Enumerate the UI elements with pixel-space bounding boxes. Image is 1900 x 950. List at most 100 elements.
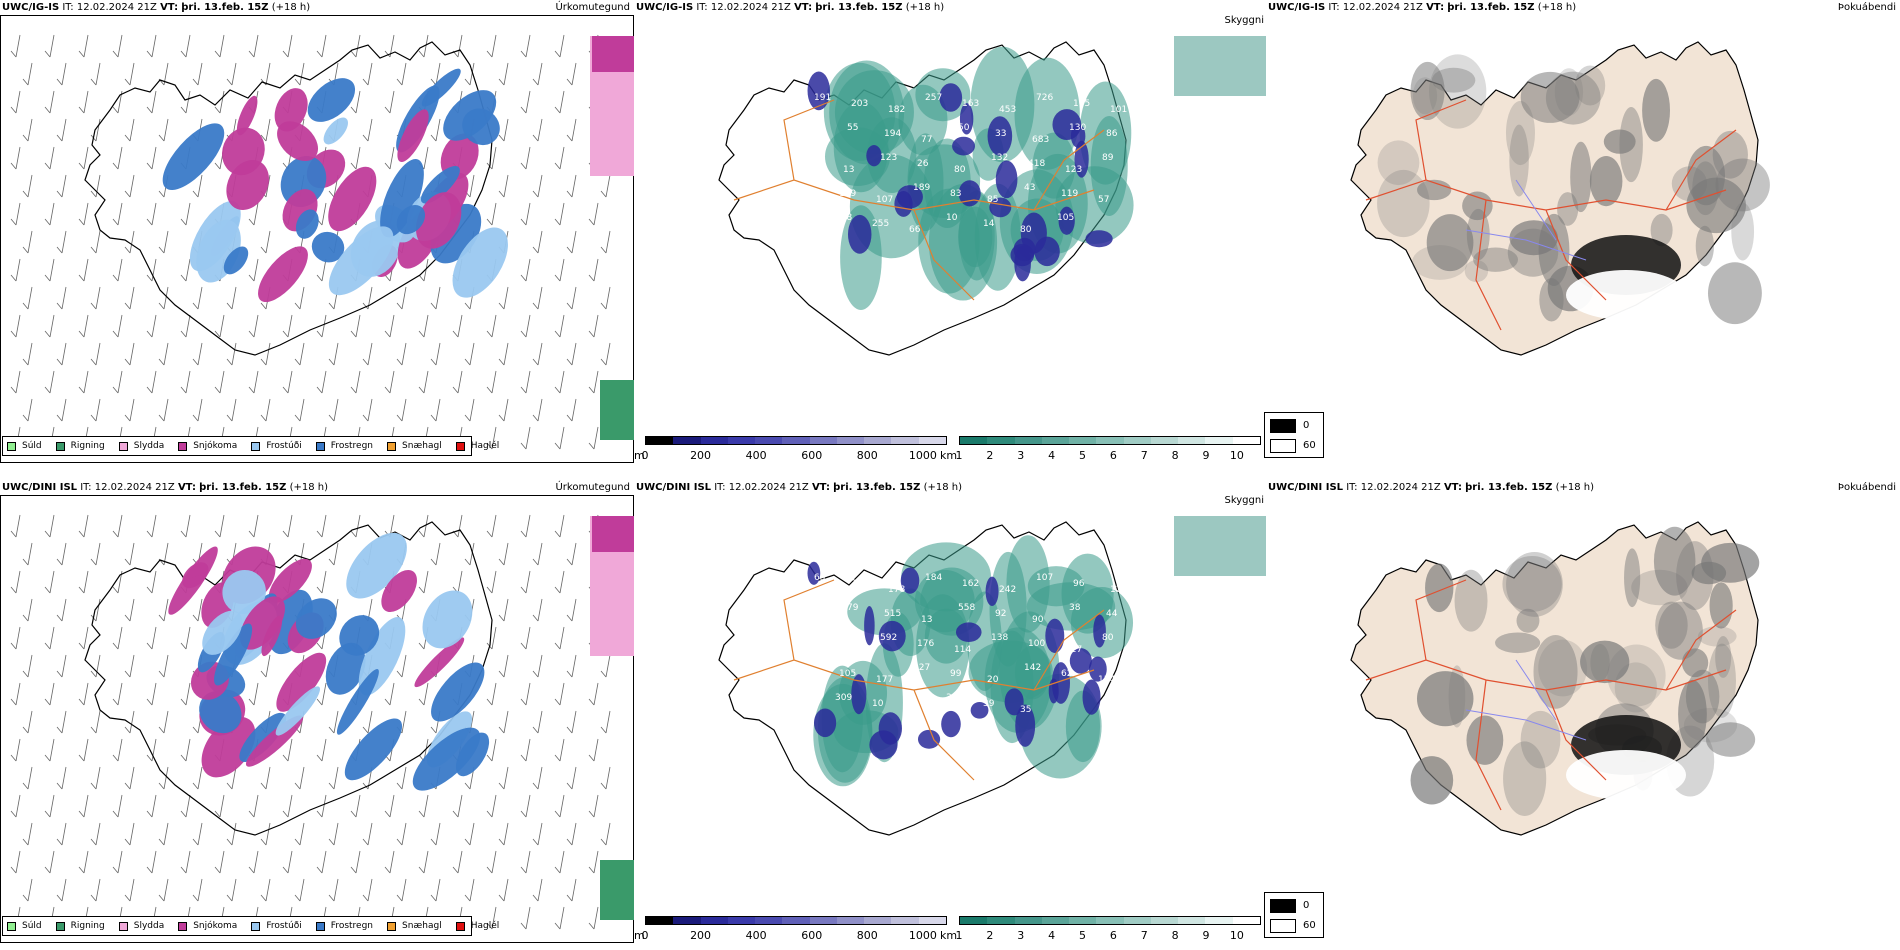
legend-swatch bbox=[55, 441, 65, 451]
legend-item-4: Frostúði bbox=[251, 441, 302, 451]
cloud-base-value: 191 bbox=[814, 93, 831, 103]
lead-time: (+18 h) bbox=[289, 482, 329, 493]
colorbar-segment bbox=[782, 437, 810, 444]
cloud-base-colorbar bbox=[645, 916, 947, 925]
fog-low-label: 60 bbox=[1303, 920, 1316, 931]
legend-label: Snjókoma bbox=[193, 441, 238, 451]
legend-item-3: Snjókoma bbox=[178, 921, 237, 931]
cloud-base-value: 127 bbox=[913, 663, 930, 673]
it-value: 12.02.2024 21Z bbox=[1360, 482, 1441, 493]
legend-item-5: Frostregn bbox=[315, 441, 373, 451]
legend-swatch bbox=[55, 921, 65, 931]
it-label: IT: bbox=[80, 482, 92, 493]
colorbar-segment bbox=[1096, 437, 1124, 444]
legend-label: Slydda bbox=[133, 441, 165, 451]
panel-header: UWC/DINI ISL IT: 12.02.2024 21Z VT: þri.… bbox=[1268, 482, 1594, 493]
legend-item-1: Rigning bbox=[55, 921, 105, 931]
panel-name: Úrkomutegund bbox=[555, 2, 630, 13]
cloud-base-value: 39 bbox=[983, 699, 995, 709]
cloud-base-value: 100 bbox=[1028, 639, 1045, 649]
colorbar-segment bbox=[836, 917, 865, 924]
vt-label: VT: bbox=[794, 2, 813, 13]
cloud-base-value: 62 bbox=[1061, 669, 1072, 679]
fog-index-areas bbox=[1410, 526, 1760, 816]
it-label: IT: bbox=[1346, 482, 1358, 493]
colorbar-segment bbox=[1178, 917, 1206, 924]
cloud-base-value: 105 bbox=[1073, 99, 1090, 109]
cloud-base-value: 86 bbox=[1106, 129, 1118, 139]
cloud-base-value: 683 bbox=[1032, 135, 1049, 145]
colorbar-segment bbox=[1150, 917, 1179, 924]
colorbar-tick: 6 bbox=[1109, 929, 1117, 942]
cloud-base-value: 80 bbox=[954, 165, 966, 175]
cloud-base-value: 163 bbox=[962, 99, 979, 109]
legend-item-3: Snjókoma bbox=[178, 441, 237, 451]
road-network bbox=[1365, 99, 1737, 331]
legend-label: Frostúði bbox=[266, 441, 302, 451]
vt-value: þri. 13.feb. 15Z bbox=[199, 482, 287, 493]
cloud-base-value: 257 bbox=[925, 93, 942, 103]
colorbar-tick: 200 bbox=[690, 929, 712, 942]
cloud-base-value: 50 bbox=[958, 123, 970, 133]
fog-high-label: 0 bbox=[1303, 420, 1310, 431]
it-value: 12.02.2024 21Z bbox=[94, 482, 175, 493]
panel-header: UWC/DINI ISL IT: 12.02.2024 21Z VT: þri.… bbox=[2, 482, 328, 493]
colorbar-segment bbox=[836, 437, 865, 444]
precip-map-top bbox=[10, 34, 634, 450]
cloud-base-value: 176 bbox=[917, 639, 934, 649]
visibility-unit: km bbox=[940, 929, 958, 942]
legend-swatch bbox=[315, 921, 325, 931]
colorbar-segment bbox=[700, 917, 728, 924]
colorbar-segment bbox=[864, 917, 892, 924]
visibility-unit: km bbox=[940, 449, 958, 462]
colorbar-segment bbox=[755, 917, 783, 924]
cloud-base-value: 36 bbox=[946, 693, 958, 703]
cloud-base-value: 20 bbox=[987, 675, 999, 685]
cloud-base-value: 138 bbox=[991, 633, 1008, 643]
cloud-base-value: 101 bbox=[1110, 105, 1127, 115]
colorbar-tick: 6 bbox=[1109, 449, 1117, 462]
cloud-base-value: 13 bbox=[921, 615, 932, 625]
cloud-base-value: 65 bbox=[814, 573, 825, 583]
colorbar-tick: 3 bbox=[1017, 929, 1025, 942]
colorbar-tick: 600 bbox=[801, 929, 823, 942]
cloud-base-value: 96 bbox=[1073, 579, 1085, 589]
cloud-base-value: 14 bbox=[983, 219, 995, 229]
model-name: UWC/DINI ISL bbox=[2, 482, 78, 493]
fog-low-swatch bbox=[1270, 919, 1296, 933]
wind-barbs bbox=[10, 34, 611, 450]
colorbar-segment bbox=[987, 917, 1015, 924]
precip-type-panel-top: UWC/IG-IS IT: 12.02.2024 21Z VT: þri. 13… bbox=[0, 0, 634, 470]
colorbar-tick: 600 bbox=[801, 449, 823, 462]
colorbar-tick: 8 bbox=[1171, 929, 1179, 942]
fog-high-swatch bbox=[1270, 419, 1296, 433]
cloud-base-value: 184 bbox=[925, 573, 942, 583]
cloud-base-value: 77 bbox=[921, 135, 932, 145]
legend-item-2: Slydda bbox=[118, 921, 164, 931]
colorbar-segment bbox=[1014, 917, 1042, 924]
cloud-base-value: 80 bbox=[1020, 225, 1032, 235]
cloud-base-value: 182 bbox=[888, 105, 905, 115]
legend-item-0: Súld bbox=[7, 921, 42, 931]
cloud-base-value: 83 bbox=[950, 189, 961, 199]
legend-label: Frostúði bbox=[266, 921, 302, 931]
colorbar-segment bbox=[1096, 917, 1124, 924]
colorbar-tick: 800 bbox=[856, 929, 878, 942]
fog-high-swatch bbox=[1270, 899, 1296, 913]
fog-high-label: 0 bbox=[1303, 900, 1310, 911]
panel-header: UWC/IG-IS IT: 12.02.2024 21Z VT: þri. 13… bbox=[2, 2, 310, 13]
colorbar-segment bbox=[1205, 917, 1233, 924]
colorbar-segment bbox=[1069, 917, 1097, 924]
map-frame bbox=[0, 495, 634, 943]
panel-name: Þokuábendi bbox=[1837, 482, 1896, 493]
cloud-base-value: 89 bbox=[1102, 153, 1114, 163]
it-value: 12.02.2024 21Z bbox=[728, 482, 809, 493]
panel-header: UWC/DINI ISL IT: 12.02.2024 21Z VT: þri.… bbox=[636, 482, 962, 493]
colorbar-segment bbox=[1041, 437, 1070, 444]
road-network bbox=[1365, 579, 1737, 811]
colorbar-segment bbox=[1178, 437, 1206, 444]
colorbar-tick: 1 bbox=[955, 929, 963, 942]
cloud-base-value: 515 bbox=[884, 609, 901, 619]
wind-barbs bbox=[10, 514, 611, 930]
panel-name: Skyggni bbox=[1224, 15, 1264, 26]
